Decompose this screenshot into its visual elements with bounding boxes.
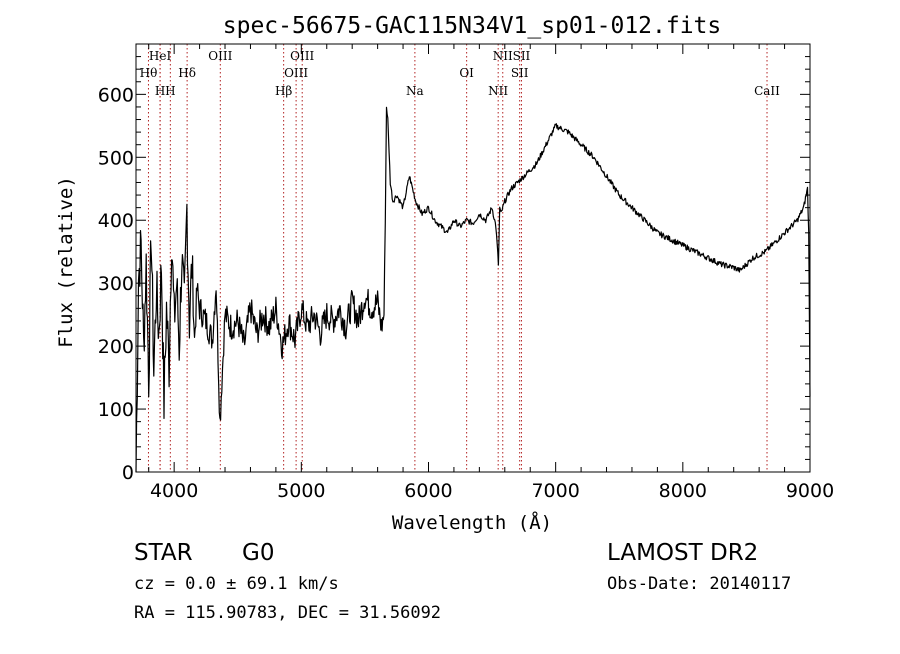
survey-label: LAMOST DR2 xyxy=(607,540,758,566)
spectral-line-markers xyxy=(147,44,768,472)
spectral-line-label: OI xyxy=(459,66,474,80)
x-axis-ticks: 4000 5000 6000 7000 8000 9000 xyxy=(148,44,834,502)
y-tick-label: 500 xyxy=(98,147,134,169)
x-tick-label: 4000 xyxy=(150,480,198,502)
spectral-line-label: NII xyxy=(493,49,513,63)
spectral-line-label: SII xyxy=(511,66,529,80)
spectral-line-label: CaII xyxy=(754,84,780,98)
y-tick-label: 400 xyxy=(98,210,134,232)
spectral-line-labels: HθHHeIHHδOIIIHβOIIIOIIINaOINIINIISIISIIC… xyxy=(140,49,781,98)
redshift-label: cz = 0.0 ± 69.1 km/s xyxy=(134,574,339,594)
y-tick-label: 0 xyxy=(122,462,134,484)
spectral-line-label: Na xyxy=(406,84,424,98)
coordinates-label: RA = 115.90783, DEC = 31.56092 xyxy=(134,603,441,623)
spectral-line-label: OIII xyxy=(208,49,232,63)
spectral-line-label: NII xyxy=(488,84,508,98)
x-tick-label: 5000 xyxy=(277,480,325,502)
object-type-label: STAR xyxy=(134,540,193,566)
y-axis-ticks: 0 100 200 300 400 500 600 xyxy=(98,56,810,484)
y-axis-label: Flux (relative) xyxy=(55,176,77,348)
x-tick-label: 7000 xyxy=(531,480,579,502)
spectral-line-label: H xyxy=(155,84,165,98)
y-tick-label: 200 xyxy=(98,336,134,358)
obs-date-label: Obs-Date: 20140117 xyxy=(607,574,791,594)
y-tick-label: 600 xyxy=(98,84,134,106)
spectral-line-label: Hδ xyxy=(178,66,196,80)
y-tick-label: 100 xyxy=(98,399,134,421)
y-tick-label: 300 xyxy=(98,273,134,295)
x-tick-label: 6000 xyxy=(404,480,452,502)
spectral-line-label: Hθ xyxy=(140,66,158,80)
x-axis-label: Wavelength (Å) xyxy=(392,511,552,534)
spectral-line-label: OIII xyxy=(284,66,308,80)
spectral-line-label: SII xyxy=(513,49,531,63)
chart-title: spec-56675-GAC115N34V1_sp01-012.fits xyxy=(223,13,722,39)
subclass-label: G0 xyxy=(242,540,274,566)
spectral-line-label: HeI xyxy=(149,49,172,63)
x-tick-label: 8000 xyxy=(659,480,707,502)
spectral-line-label: OIII xyxy=(290,49,314,63)
x-tick-label: 9000 xyxy=(786,480,834,502)
spectral-line-label: Hβ xyxy=(275,84,292,98)
spectral-line-label: H xyxy=(165,84,175,98)
spectrum-series-line xyxy=(135,106,811,473)
